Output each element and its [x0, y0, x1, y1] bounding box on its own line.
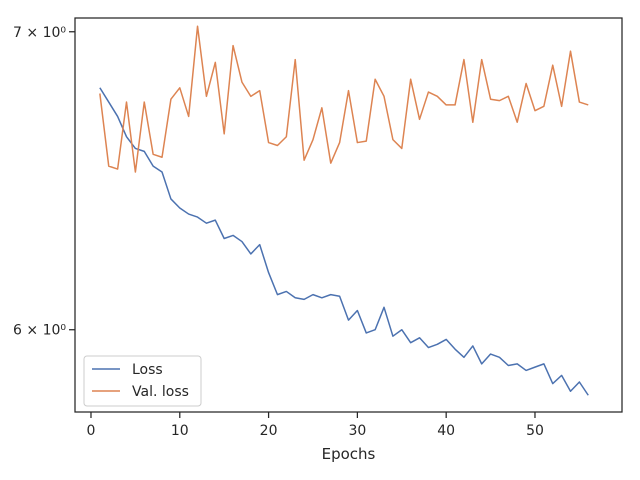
y-tick-label: 6 × 10⁰ — [13, 323, 66, 339]
legend: Loss Val. loss — [83, 355, 202, 407]
legend-label-loss: Loss — [132, 362, 163, 378]
series-layer — [99, 25, 589, 396]
x-axis-label: Epochs — [322, 445, 376, 463]
x-tick-label: 20 — [260, 423, 278, 439]
series-line-loss — [99, 87, 589, 396]
x-tick-label: 50 — [526, 423, 544, 439]
x-tick-label: 40 — [437, 423, 455, 439]
y-axis-ticks: 6 × 10⁰ 7 × 10⁰ — [13, 25, 75, 339]
legend-label-val-loss: Val. loss — [132, 384, 189, 400]
plot-frame — [74, 17, 623, 413]
series-line-val-loss — [99, 25, 589, 173]
x-axis-ticks: 0 10 20 30 40 50 — [87, 412, 544, 439]
y-tick-label: 7 × 10⁰ — [13, 25, 66, 41]
x-tick-label: 10 — [171, 423, 189, 439]
x-tick-label: 0 — [87, 423, 96, 439]
x-tick-label: 30 — [348, 423, 366, 439]
